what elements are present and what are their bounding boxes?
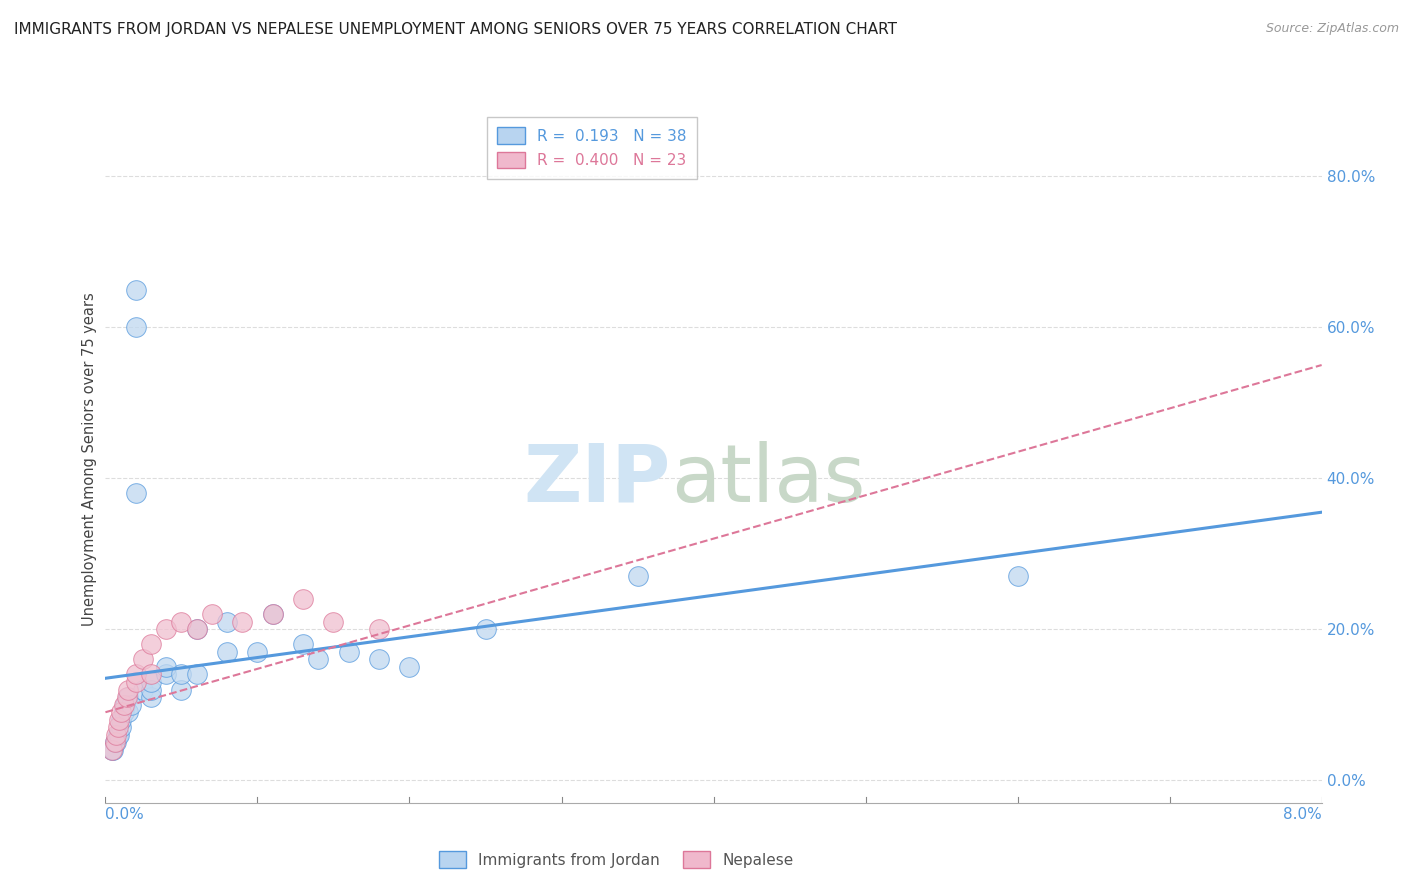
Point: [217, 615, 239, 629]
Point: [292, 592, 315, 607]
Point: [139, 637, 162, 651]
Point: [115, 690, 138, 705]
Point: [139, 675, 162, 690]
Point: [474, 622, 496, 636]
Text: Source: ZipAtlas.com: Source: ZipAtlas.com: [1265, 22, 1399, 36]
Point: [125, 320, 148, 334]
Text: 0.0%: 0.0%: [105, 807, 145, 822]
Point: [125, 486, 148, 500]
Point: [139, 667, 162, 681]
Point: [125, 675, 148, 690]
Point: [114, 698, 136, 712]
Point: [105, 728, 128, 742]
Point: [186, 667, 208, 681]
Y-axis label: Unemployment Among Seniors over 75 years: Unemployment Among Seniors over 75 years: [82, 293, 97, 626]
Point: [186, 622, 208, 636]
Point: [170, 682, 193, 697]
Point: [139, 690, 162, 705]
Point: [110, 720, 132, 734]
Point: [170, 667, 193, 681]
Point: [231, 615, 253, 629]
Text: IMMIGRANTS FROM JORDAN VS NEPALESE UNEMPLOYMENT AMONG SENIORS OVER 75 YEARS CORR: IMMIGRANTS FROM JORDAN VS NEPALESE UNEMP…: [14, 22, 897, 37]
Point: [125, 667, 148, 681]
Point: [108, 713, 131, 727]
Point: [262, 607, 284, 621]
Point: [108, 728, 131, 742]
Text: atlas: atlas: [671, 441, 865, 519]
Point: [337, 645, 360, 659]
Point: [117, 682, 139, 697]
Point: [170, 615, 193, 629]
Point: [112, 705, 135, 719]
Point: [626, 569, 648, 583]
Point: [322, 615, 344, 629]
Point: [117, 690, 139, 705]
Point: [132, 652, 155, 666]
Point: [139, 682, 162, 697]
Point: [120, 698, 142, 712]
Point: [110, 705, 132, 719]
Point: [107, 728, 129, 742]
Point: [132, 682, 155, 697]
Point: [368, 622, 391, 636]
Point: [112, 698, 135, 712]
Point: [201, 607, 224, 621]
Point: [1007, 569, 1029, 583]
Point: [307, 652, 329, 666]
Point: [217, 645, 239, 659]
Point: [368, 652, 391, 666]
Point: [110, 713, 132, 727]
Point: [155, 667, 177, 681]
Point: [246, 645, 269, 659]
Point: [103, 735, 125, 749]
Point: [107, 720, 129, 734]
Point: [155, 660, 177, 674]
Point: [117, 705, 139, 719]
Point: [155, 622, 177, 636]
Point: [101, 743, 124, 757]
Point: [262, 607, 284, 621]
Text: ZIP: ZIP: [523, 441, 671, 519]
Point: [186, 622, 208, 636]
Text: 8.0%: 8.0%: [1282, 807, 1322, 822]
Point: [103, 735, 125, 749]
Point: [105, 735, 128, 749]
Point: [100, 743, 122, 757]
Point: [292, 637, 315, 651]
Point: [398, 660, 420, 674]
Point: [125, 283, 148, 297]
Legend: Immigrants from Jordan, Nepalese: Immigrants from Jordan, Nepalese: [433, 846, 800, 874]
Point: [100, 743, 122, 757]
